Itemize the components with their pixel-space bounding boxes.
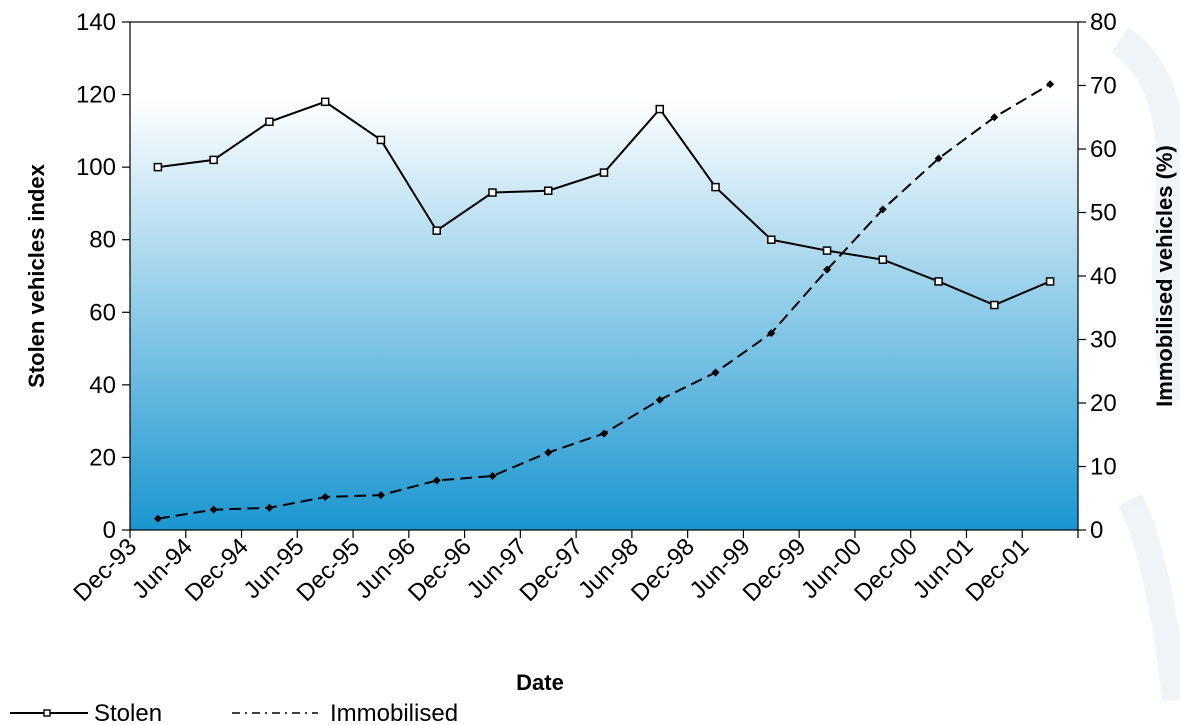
data-point-immobilised [655, 395, 664, 404]
left-y-axis: 0 20 40 60 80 100 120 140 [76, 9, 130, 544]
right-axis-tick-label: 20 [1090, 390, 1117, 417]
data-point-stolen [990, 300, 999, 310]
data-point-immobilised [488, 472, 497, 481]
left-axis-tick-label: 120 [76, 82, 116, 109]
legend: Stolen Immobilised [10, 700, 458, 725]
left-axis-tick-label: 80 [89, 227, 116, 254]
data-point-immobilised [321, 492, 330, 501]
series-layer [153, 80, 1055, 523]
legend-label-stolen: Stolen [94, 700, 162, 725]
data-point-immobilised [376, 491, 385, 500]
data-point-immobilised [265, 503, 274, 512]
data-point-stolen [265, 117, 274, 127]
left-axis-tick-label: 40 [89, 372, 116, 399]
x-axis-tick-label: Dec-93 [68, 533, 142, 607]
data-point-stolen [209, 155, 218, 165]
x-axis-tick-label: Dec-01 [961, 533, 1035, 607]
right-axis-tick-label: 70 [1090, 73, 1117, 100]
x-axis-tick-label: Dec-96 [403, 533, 477, 607]
data-point-stolen [320, 97, 330, 107]
watermark [1111, 27, 1180, 702]
right-axis-tick-label: 60 [1090, 136, 1117, 163]
data-point-stolen [1045, 277, 1055, 286]
x-axis-tick-label: Dec-94 [180, 533, 254, 607]
data-point-immobilised [432, 476, 441, 485]
x-axis-tick-label: Dec-00 [849, 533, 923, 607]
data-point-immobilised [1046, 80, 1055, 89]
plot-area [129, 21, 1079, 531]
right-axis-title: Immobilised vehicles (%) [1152, 145, 1177, 407]
legend-item-stolen: Stolen [10, 700, 162, 725]
data-point-stolen [711, 182, 720, 192]
right-axis-tick-label: 30 [1090, 327, 1117, 354]
left-axis-tick-label: 60 [89, 299, 116, 326]
data-point-stolen [655, 104, 665, 114]
data-point-immobilised [934, 154, 943, 163]
data-point-stolen [432, 226, 441, 235]
x-axis-title: Date [516, 670, 564, 695]
right-axis-tick-label: 80 [1090, 9, 1117, 36]
data-point-stolen [488, 188, 497, 197]
legend-item-immobilised: Immobilised [232, 700, 458, 725]
right-axis-tick-label: 40 [1090, 263, 1117, 290]
x-axis-tick-label: Dec-98 [626, 533, 700, 607]
data-point-immobilised [878, 205, 887, 214]
data-point-stolen [767, 235, 776, 244]
data-point-immobilised [544, 448, 553, 457]
legend-label-immobilised: Immobilised [330, 700, 458, 725]
data-point-immobilised [209, 505, 218, 514]
data-point-immobilised [711, 368, 720, 377]
data-point-stolen [878, 255, 888, 264]
data-point-immobilised [767, 329, 776, 338]
left-axis-tick-label: 140 [76, 9, 116, 36]
x-axis: Dec-93Jun-94Dec-94Jun-95Dec-95Jun-96Dec-… [68, 530, 1079, 607]
left-axis-tick-label: 100 [76, 154, 116, 181]
data-point-immobilised [153, 514, 162, 523]
x-axis-tick-label: Dec-97 [515, 533, 589, 607]
data-point-stolen [376, 135, 386, 145]
data-point-stolen [822, 246, 832, 255]
data-point-stolen [599, 168, 609, 177]
data-point-stolen [153, 162, 163, 172]
right-axis-tick-label: 0 [1090, 517, 1103, 544]
left-axis-tick-label: 0 [103, 517, 116, 544]
data-point-immobilised [600, 429, 608, 438]
data-point-immobilised [990, 113, 999, 122]
x-axis-tick-label: Dec-99 [738, 533, 812, 607]
left-axis-tick-label: 20 [89, 444, 116, 471]
left-axis-title: Stolen vehicles index [24, 163, 49, 388]
right-axis-tick-label: 10 [1090, 454, 1117, 481]
right-y-axis: 0 10 20 30 40 50 60 70 80 [1078, 9, 1117, 544]
data-point-immobilised [823, 265, 832, 274]
data-point-stolen [934, 277, 943, 286]
right-axis-tick-label: 50 [1090, 200, 1117, 227]
x-axis-tick-label: Dec-95 [291, 533, 365, 607]
data-point-stolen [543, 186, 553, 195]
